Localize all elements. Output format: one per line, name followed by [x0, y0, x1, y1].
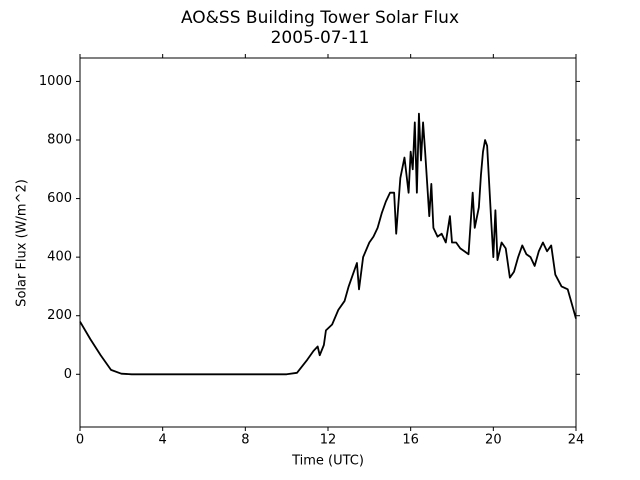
x-tick-label: 12 — [320, 433, 337, 448]
x-axis-label: Time (UTC) — [291, 454, 364, 469]
x-tick-label: 16 — [402, 433, 419, 448]
y-tick-label: 800 — [47, 133, 72, 148]
x-tick-label: 8 — [241, 433, 249, 448]
x-tick-label: 24 — [568, 433, 585, 448]
x-tick-label: 20 — [485, 433, 502, 448]
y-tick-label: 1000 — [39, 74, 72, 89]
y-tick-label: 0 — [64, 367, 72, 382]
y-tick-label: 200 — [47, 308, 72, 323]
chart-title: AO&SS Building Tower Solar Flux — [181, 8, 459, 28]
data-line — [79, 112, 577, 376]
x-tick-label: 0 — [76, 433, 84, 448]
y-axis-label: Solar Flux (W/m^2) — [15, 179, 30, 307]
y-tick-label: 600 — [47, 191, 72, 206]
y-tick-label: 400 — [47, 250, 72, 265]
x-tick-label: 4 — [159, 433, 167, 448]
chart-subtitle: 2005-07-11 — [271, 28, 370, 48]
